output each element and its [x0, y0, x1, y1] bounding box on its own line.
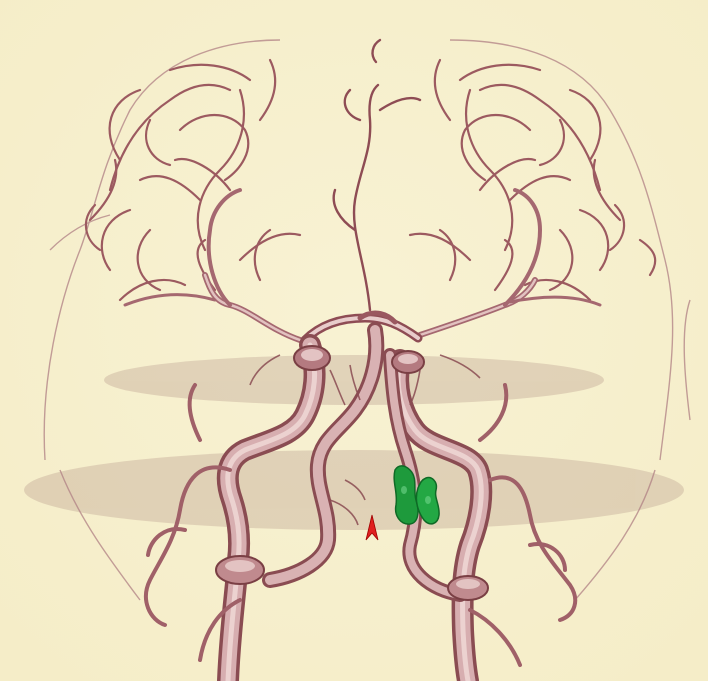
basal-perforators [249, 354, 481, 526]
circle-of-willis [300, 310, 423, 345]
green-lesion-highlight [393, 465, 440, 525]
arrowhead-marker-icon [365, 514, 379, 541]
internal-carotid-arteries [216, 334, 493, 681]
carotid-siphon-loops [215, 345, 489, 601]
middle-cerebral-arteries [123, 188, 602, 343]
outer-scalp-vessels [43, 39, 691, 601]
left-cortical-branches [84, 58, 302, 302]
external-carotid-branches [144, 383, 578, 667]
right-cortical-branches [408, 58, 657, 302]
anterior-cerebral-branches [332, 38, 422, 312]
